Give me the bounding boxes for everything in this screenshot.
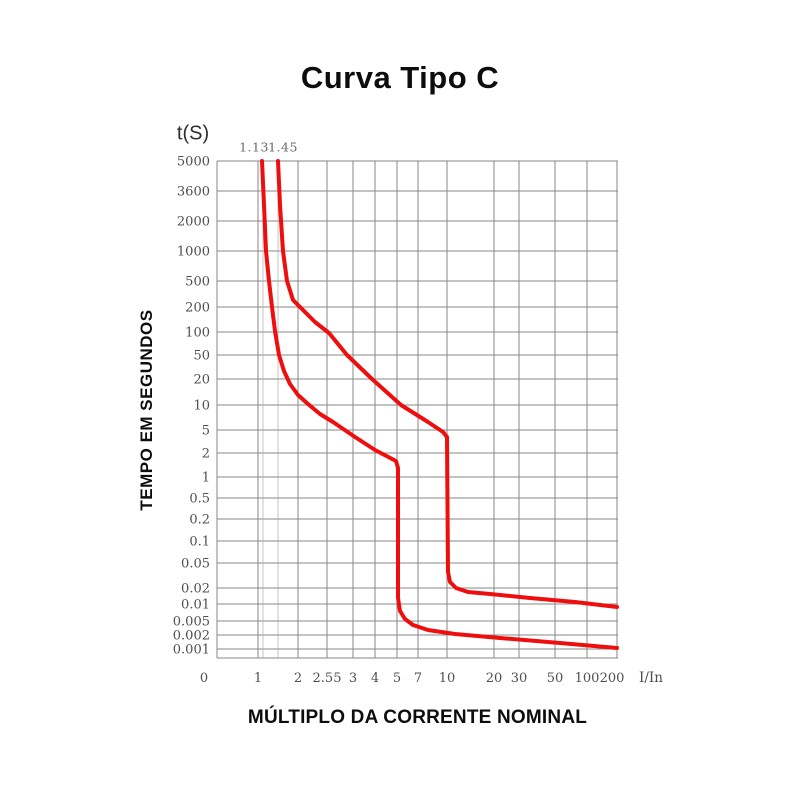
y-tick-label: 50 bbox=[193, 349, 210, 364]
y-tick-label: 0.05 bbox=[181, 557, 210, 572]
trip-curve-lower-113 bbox=[260, 159, 619, 650]
x-tick-label: 2 bbox=[294, 671, 302, 686]
y-tick-label: 0.001 bbox=[173, 643, 210, 658]
x-tick-label: 200 bbox=[600, 671, 625, 686]
x-tick-label: 50 bbox=[547, 671, 564, 686]
thermal-band-label-1-13: 1.13 bbox=[239, 139, 269, 155]
x-axis-title: MÚLTIPLO DA CORRENTE NOMINAL bbox=[247, 707, 588, 728]
y-tick-label: 0.1 bbox=[189, 535, 210, 550]
trip-curve-upper-145 bbox=[276, 159, 619, 609]
y-tick-label: 1 bbox=[202, 471, 210, 486]
x-tick-label: 7 bbox=[414, 671, 422, 686]
y-tick-label: 3600 bbox=[177, 185, 210, 200]
x-axis-unit-label: I/In bbox=[639, 670, 663, 686]
y-tick-label: 1000 bbox=[177, 245, 210, 260]
y-tick-label: 2 bbox=[202, 447, 210, 462]
x-tick-label: 1 bbox=[254, 671, 262, 686]
x-tick-label: 100 bbox=[575, 671, 600, 686]
y-tick-label: 0.2 bbox=[189, 513, 210, 528]
y-tick-label: 0.5 bbox=[189, 492, 210, 507]
y-tick-label: 500 bbox=[185, 275, 210, 290]
x-tick-label: 0 bbox=[200, 671, 208, 686]
x-tick-label: 5 bbox=[393, 671, 401, 686]
thermal-band-label-1-45: 1.45 bbox=[268, 139, 298, 155]
y-tick-label: 5000 bbox=[177, 155, 210, 170]
x-tick-label: 2.55 bbox=[313, 671, 342, 686]
y-tick-label: 5 bbox=[202, 424, 210, 439]
x-tick-label: 4 bbox=[371, 671, 379, 686]
y-tick-label: 0.02 bbox=[181, 582, 210, 597]
y-tick-label: 0.01 bbox=[181, 598, 210, 613]
y-axis-unit-label: t(S) bbox=[176, 122, 210, 145]
y-tick-label: 0.005 bbox=[173, 615, 210, 630]
x-tick-label: 10 bbox=[439, 671, 456, 686]
y-tick-label: 100 bbox=[185, 326, 210, 341]
y-tick-label: 10 bbox=[193, 399, 210, 414]
x-tick-label: 20 bbox=[486, 671, 503, 686]
x-tick-label: 30 bbox=[511, 671, 528, 686]
y-tick-label: 20 bbox=[193, 373, 210, 388]
y-tick-label: 2000 bbox=[177, 215, 210, 230]
x-tick-label: 3 bbox=[349, 671, 357, 686]
page-title: Curva Tipo C bbox=[300, 60, 500, 95]
y-axis-title: TEMPO EM SEGUNDOS bbox=[137, 309, 156, 511]
y-tick-label: 200 bbox=[185, 301, 210, 316]
y-tick-label: 0.002 bbox=[173, 629, 210, 644]
